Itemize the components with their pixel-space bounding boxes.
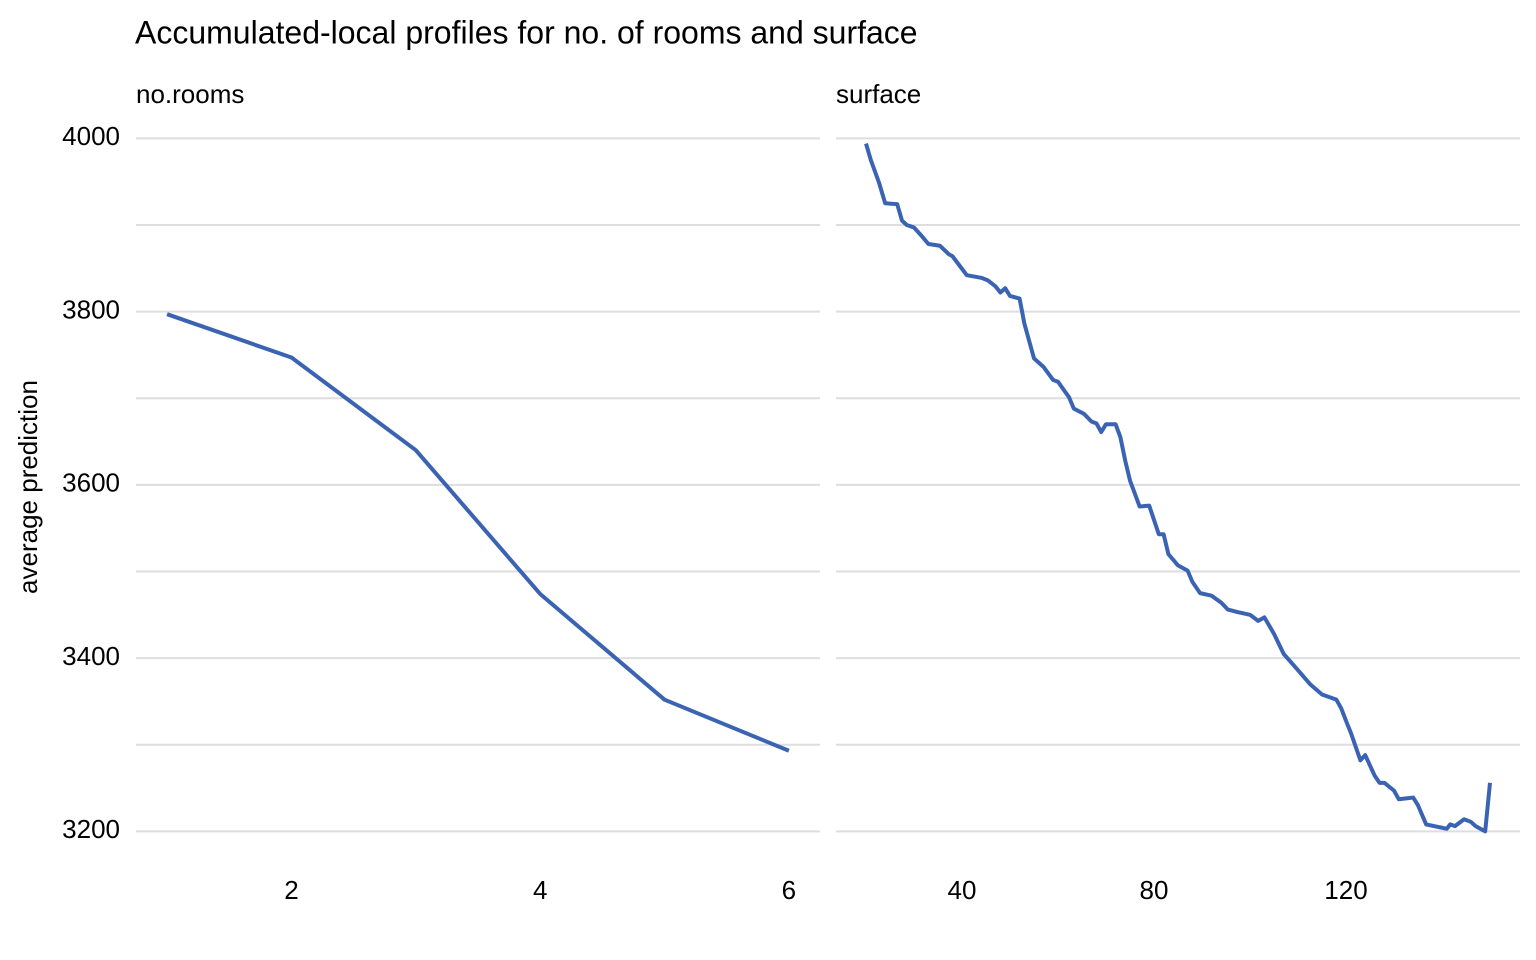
x-tick-label: 40: [948, 875, 977, 905]
panel-title: no.rooms: [136, 79, 244, 109]
x-tick-label: 2: [284, 875, 298, 905]
line: [864, 142, 1492, 834]
panel-title: surface: [836, 79, 921, 109]
y-tick-label: 4000: [62, 121, 120, 151]
y-tick-label: 3400: [62, 641, 120, 671]
x-tick-label: 120: [1324, 875, 1367, 905]
y-tick-label: 3800: [62, 294, 120, 324]
y-tick-label: 3200: [62, 814, 120, 844]
x-tick-label: 4: [533, 875, 547, 905]
x-tick-label: 80: [1140, 875, 1169, 905]
x-tick-label: 6: [782, 875, 796, 905]
chart-title: Accumulated-local profiles for no. of ro…: [135, 14, 918, 50]
y-axis-label: average prediction: [13, 380, 43, 594]
y-tick-label: 3600: [62, 468, 120, 498]
line: [166, 312, 790, 753]
